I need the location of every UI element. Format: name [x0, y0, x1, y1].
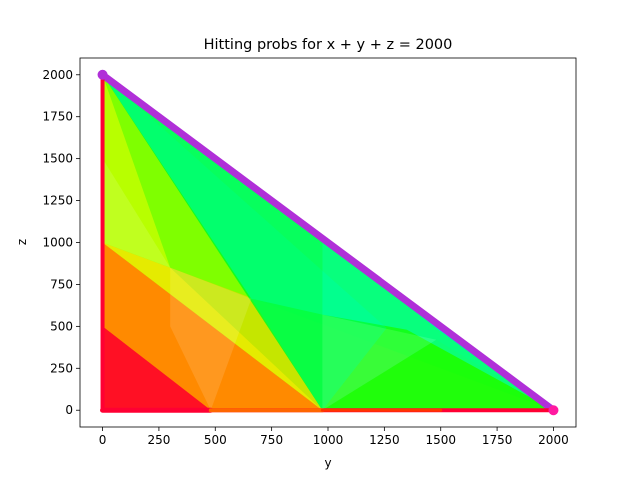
x-tick-label: 1000: [313, 433, 344, 447]
x-tick-label: 1250: [369, 433, 400, 447]
x-tick-label: 250: [147, 433, 170, 447]
y-tick-label: 1750: [42, 110, 73, 124]
y-tick-label: 2000: [42, 68, 73, 82]
streak-mid: [170, 267, 252, 411]
y-tick-label: 1500: [42, 152, 73, 166]
chart-title: Hitting probs for x + y + z = 2000: [204, 37, 453, 53]
x-tick-label: 2000: [538, 433, 569, 447]
y-axis-label: z: [15, 239, 29, 245]
y-tick-label: 1250: [42, 194, 73, 208]
x-tick-label: 1750: [482, 433, 513, 447]
x-tick-label: 750: [260, 433, 283, 447]
y-tick-label: 0: [65, 403, 73, 417]
corner-top: [97, 69, 108, 80]
region-mint: [102, 74, 323, 315]
x-axis-label: y: [324, 456, 331, 470]
region-green-right: [322, 339, 554, 411]
plot-area: [79, 57, 577, 428]
x-axis-ticks: 0 250 500 750 1000 1250 1500 1750 2000: [99, 427, 569, 447]
x-tick-label: 1500: [425, 433, 456, 447]
region-lime-left: [102, 74, 171, 268]
streak-left: [102, 158, 171, 268]
x-tick-label: 0: [99, 433, 107, 447]
boundary-edges: [97, 69, 559, 416]
y-tick-label: 250: [50, 361, 73, 375]
y-tick-label: 1000: [42, 236, 73, 250]
y-axis-ticks: 0 250 500 750 1000 1250 1500 1750 2000: [42, 68, 80, 417]
corner-right: [548, 405, 559, 416]
y-tick-label: 750: [50, 277, 73, 291]
x-tick-label: 500: [204, 433, 227, 447]
region-yellow-highlight: [102, 242, 323, 411]
streak-right: [322, 314, 437, 411]
region-red-sub: [102, 326, 211, 411]
y-tick-label: 500: [50, 319, 73, 333]
hypotenuse-edge: [99, 71, 557, 414]
